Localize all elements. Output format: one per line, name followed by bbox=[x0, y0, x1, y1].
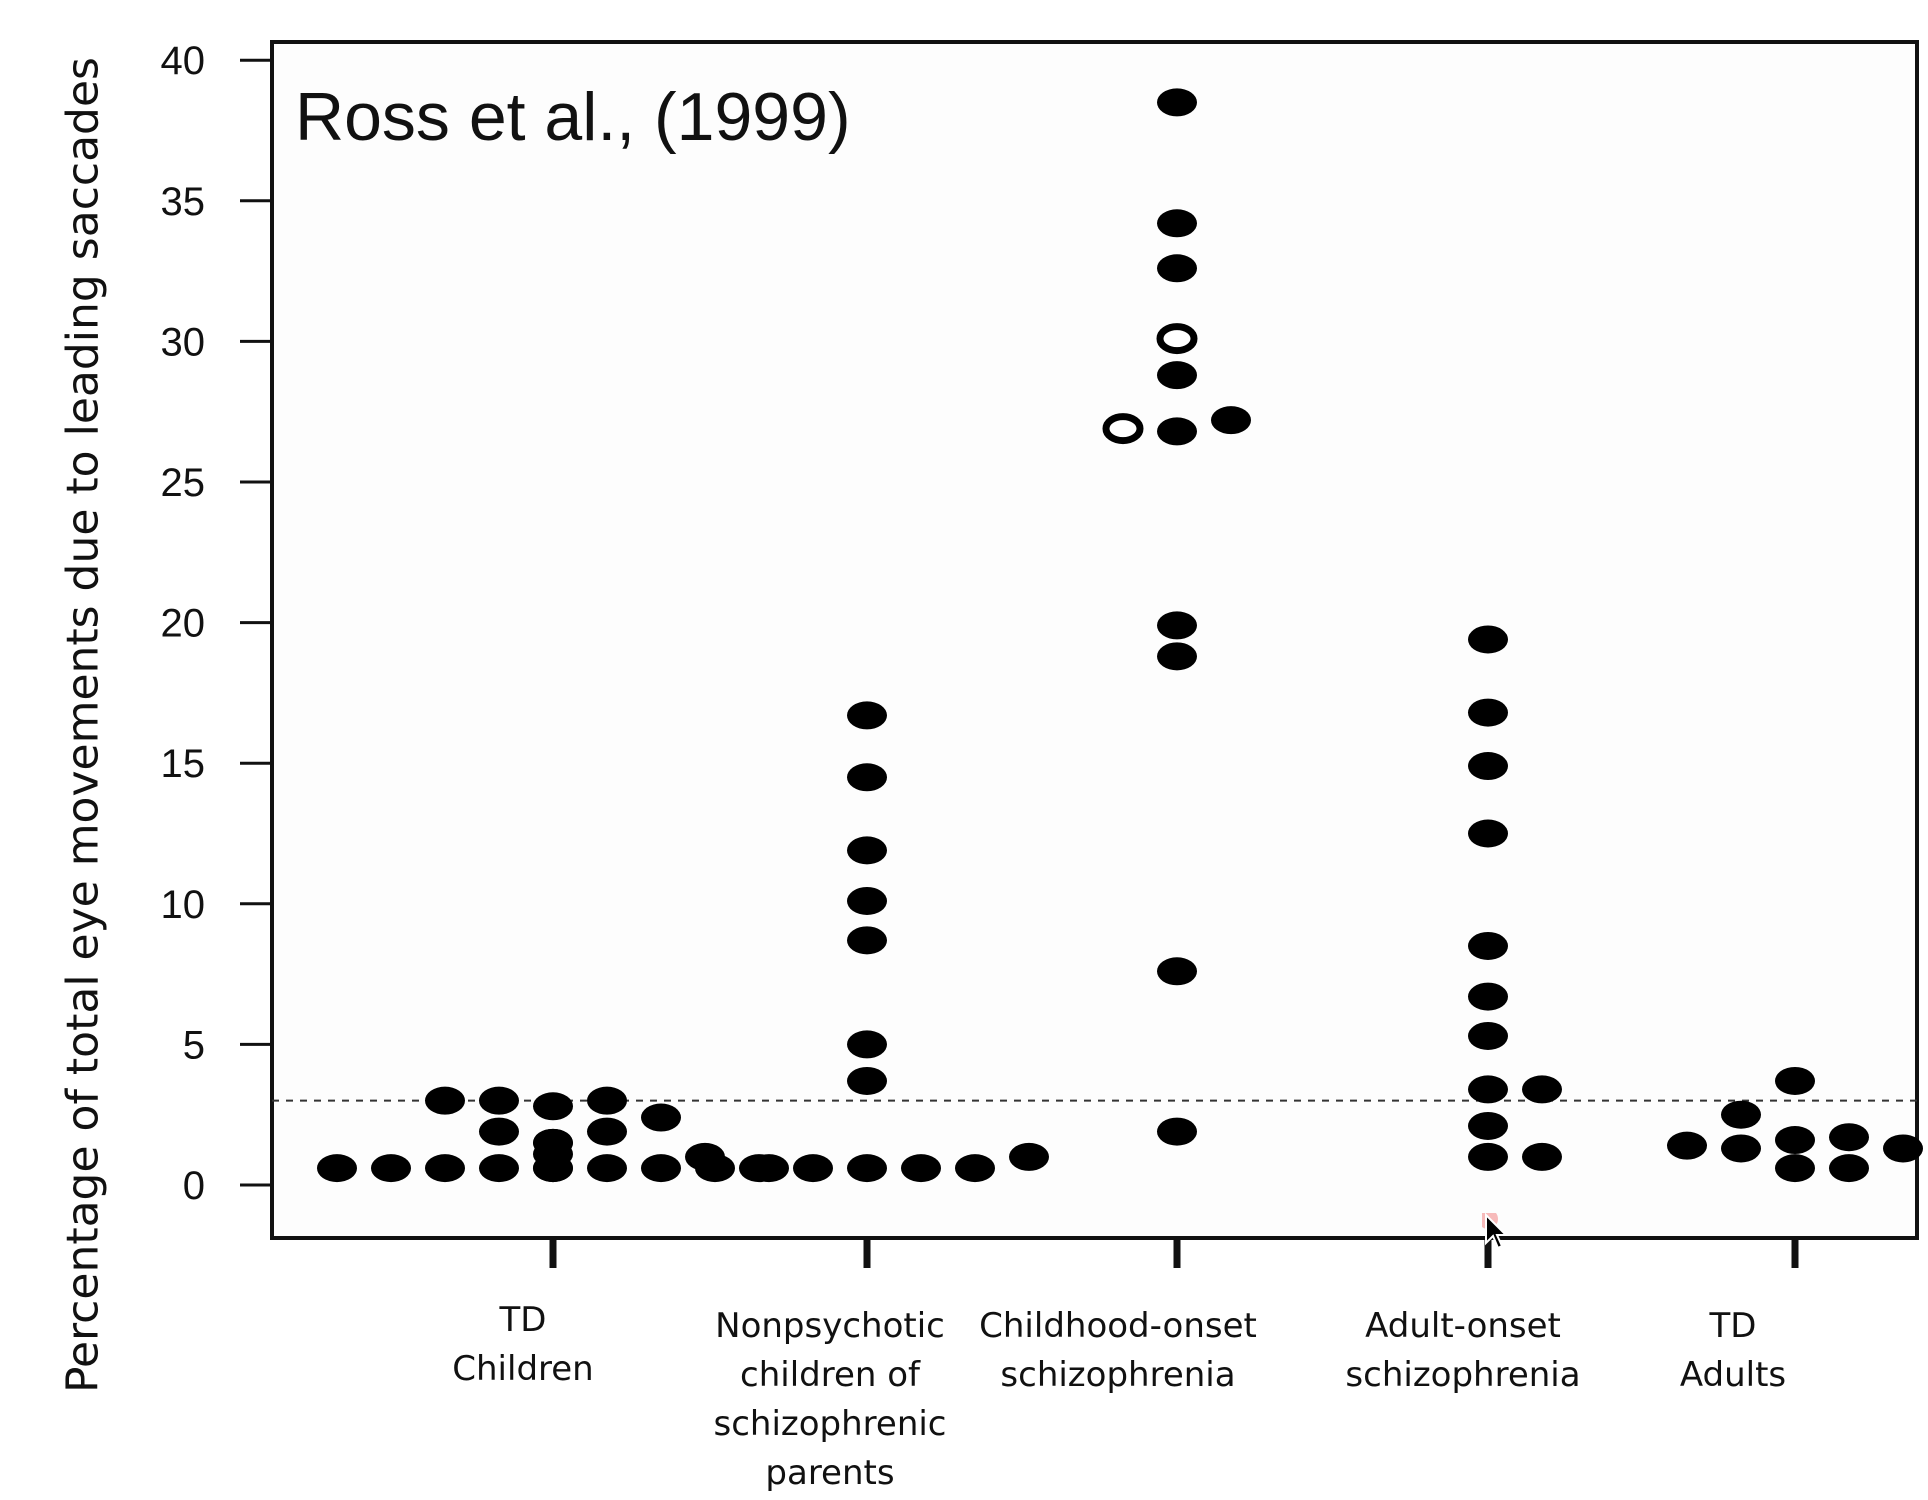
data-point bbox=[1721, 1134, 1761, 1163]
data-point bbox=[1667, 1131, 1707, 1160]
x-category-label-line: schizophrenia bbox=[1345, 1355, 1581, 1395]
y-tick-label: 5 bbox=[183, 1023, 205, 1067]
x-category-label-line: schizophrenia bbox=[1000, 1355, 1236, 1395]
data-point bbox=[1157, 1117, 1197, 1146]
data-point bbox=[1009, 1142, 1049, 1171]
x-category-label: Adult-onset schizophrenia bbox=[1345, 1302, 1580, 1400]
data-point bbox=[533, 1128, 573, 1157]
y-tick-label: 40 bbox=[161, 39, 206, 83]
data-point bbox=[685, 1142, 725, 1171]
x-category-label: Childhood-onset schizophrenia bbox=[979, 1302, 1257, 1400]
y-tick-label: 25 bbox=[161, 461, 206, 505]
data-point bbox=[1522, 1075, 1562, 1104]
data-point bbox=[479, 1086, 519, 1115]
data-point-open bbox=[1102, 413, 1144, 445]
data-point bbox=[425, 1086, 465, 1115]
data-point bbox=[533, 1092, 573, 1121]
data-point bbox=[1468, 1021, 1508, 1050]
data-point bbox=[1157, 88, 1197, 117]
data-point bbox=[901, 1154, 941, 1183]
x-category-label: Nonpsychotic children of schizophrenic pare… bbox=[713, 1302, 946, 1498]
data-point bbox=[1883, 1134, 1923, 1163]
y-tick-label: 35 bbox=[161, 180, 206, 224]
data-point bbox=[1211, 406, 1251, 435]
x-category-label-line: children of bbox=[740, 1355, 920, 1395]
data-point bbox=[1468, 752, 1508, 781]
x-category-label-line: parents bbox=[765, 1453, 895, 1493]
y-tick-label: 10 bbox=[161, 883, 206, 927]
data-point bbox=[479, 1117, 519, 1146]
data-point bbox=[955, 1154, 995, 1183]
arrow-cursor-icon bbox=[1482, 1213, 1509, 1250]
data-point bbox=[1468, 1142, 1508, 1171]
data-point bbox=[847, 763, 887, 792]
data-point bbox=[847, 926, 887, 955]
data-point bbox=[1468, 698, 1508, 727]
data-point bbox=[1157, 957, 1197, 986]
x-category-label-line: Children bbox=[452, 1349, 594, 1389]
x-category-label-line: Childhood-onset bbox=[979, 1306, 1257, 1346]
y-tick-label: 30 bbox=[161, 320, 206, 364]
data-point bbox=[479, 1154, 519, 1183]
data-point bbox=[1157, 254, 1197, 283]
data-point bbox=[847, 1030, 887, 1059]
data-point bbox=[847, 1154, 887, 1183]
y-tick-label: 15 bbox=[161, 742, 206, 786]
chart-title: Ross et al., (1999) bbox=[295, 79, 851, 155]
data-point bbox=[641, 1103, 681, 1132]
data-point-open bbox=[1156, 323, 1198, 355]
data-point bbox=[1157, 642, 1197, 671]
data-point bbox=[847, 701, 887, 730]
data-point bbox=[1468, 982, 1508, 1011]
data-point bbox=[847, 886, 887, 915]
data-point bbox=[1829, 1123, 1869, 1152]
data-point bbox=[1468, 931, 1508, 960]
data-point bbox=[641, 1154, 681, 1183]
data-point bbox=[1775, 1126, 1815, 1155]
data-point bbox=[1468, 819, 1508, 848]
y-tick-label: 0 bbox=[183, 1164, 205, 1208]
data-point bbox=[1157, 611, 1197, 640]
data-point bbox=[1468, 625, 1508, 654]
data-point bbox=[1775, 1154, 1815, 1183]
data-point bbox=[1157, 417, 1197, 446]
plot-frame bbox=[270, 40, 1919, 1240]
data-point bbox=[1157, 209, 1197, 238]
y-axis: 0 5 10 15 20 25 30 35 40 bbox=[161, 39, 272, 1208]
data-point bbox=[847, 836, 887, 865]
data-point bbox=[739, 1154, 779, 1183]
x-category-label-line: Nonpsychotic bbox=[715, 1306, 945, 1346]
data-point bbox=[1157, 361, 1197, 390]
y-tick-label: 20 bbox=[161, 602, 206, 646]
x-category-label-line: schizophrenic bbox=[713, 1404, 947, 1444]
x-axis bbox=[549, 1238, 1799, 1268]
x-category-label: TD Adults bbox=[1680, 1302, 1786, 1400]
data-point bbox=[1468, 1111, 1508, 1140]
data-point bbox=[371, 1154, 411, 1183]
x-category-label-line: Adult-onset bbox=[1365, 1306, 1561, 1346]
data-point bbox=[1522, 1142, 1562, 1171]
x-category-label-line: TD bbox=[499, 1300, 547, 1340]
data-point bbox=[1468, 1075, 1508, 1104]
x-category-label-line: Adults bbox=[1679, 1355, 1787, 1395]
x-category-label-line: TD bbox=[1709, 1306, 1757, 1346]
y-axis-label: Percentage of total eye movements due to… bbox=[57, 57, 109, 1393]
y-axis-label-box: Percentage of total eye movements due to… bbox=[26, 0, 109, 1500]
x-category-label: TD Children bbox=[452, 1296, 593, 1394]
data-point bbox=[587, 1154, 627, 1183]
data-point bbox=[425, 1154, 465, 1183]
data-points bbox=[317, 88, 1923, 1183]
data-point bbox=[317, 1154, 357, 1183]
data-point bbox=[793, 1154, 833, 1183]
data-point bbox=[847, 1066, 887, 1095]
data-point bbox=[587, 1117, 627, 1146]
data-point bbox=[587, 1086, 627, 1115]
data-point bbox=[1775, 1066, 1815, 1095]
data-point bbox=[1829, 1154, 1869, 1183]
data-point bbox=[1721, 1100, 1761, 1129]
